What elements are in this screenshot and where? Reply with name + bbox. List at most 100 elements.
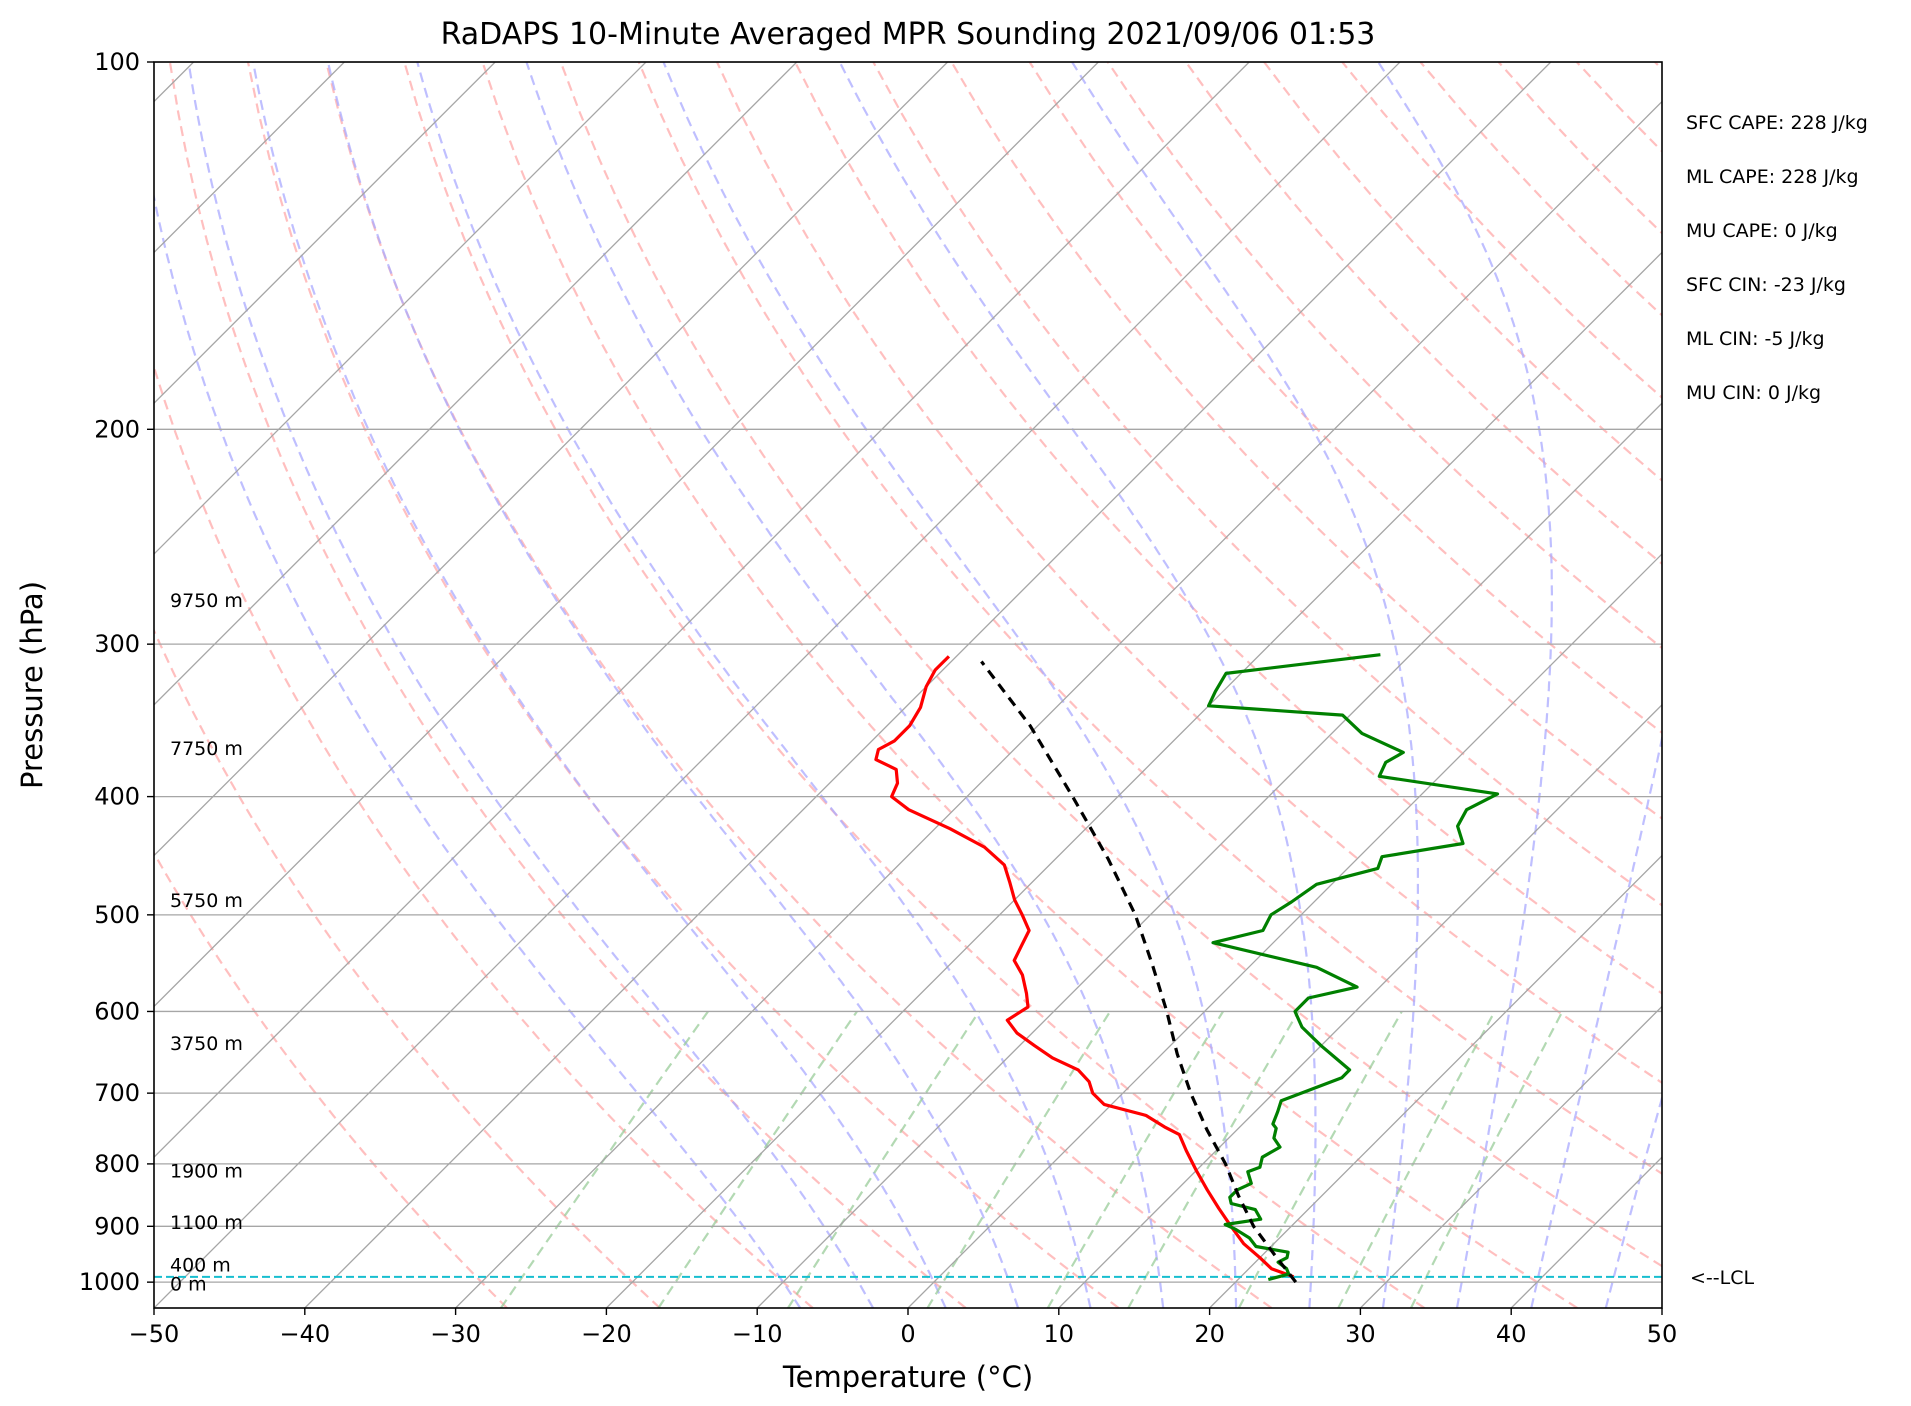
x-tick-label: 10	[1044, 1320, 1075, 1348]
dry-adiabat	[481, 62, 1578, 1308]
dry-adiabat	[154, 850, 508, 1308]
isotherm	[907, 553, 1662, 1308]
x-tick-label: 20	[1194, 1320, 1225, 1348]
height-label: 7750 m	[170, 738, 243, 760]
moist-adiabat	[154, 192, 802, 1308]
height-label: 1100 m	[170, 1212, 243, 1234]
isotherm	[154, 62, 496, 405]
isotherm	[1661, 1307, 1662, 1308]
height-label: 3750 m	[170, 1033, 243, 1055]
stat-label: MU CIN: 0 J/kg	[1686, 382, 1821, 404]
isotherm	[154, 62, 1250, 1159]
dry-adiabat	[154, 363, 814, 1308]
height-label: 5750 m	[170, 890, 243, 912]
isotherm	[154, 62, 1401, 1308]
stat-label: SFC CIN: -23 J/kg	[1686, 274, 1846, 296]
mixing-ratio-line	[1237, 1010, 1403, 1308]
dry-adiabat	[154, 627, 661, 1308]
mixing-ratio-line	[657, 1010, 858, 1308]
dry-adiabat	[950, 62, 1662, 820]
dry-adiabat	[637, 62, 1662, 1175]
height-label: 9750 m	[170, 590, 243, 612]
y-tick-label: 200	[94, 415, 140, 443]
height-label: 1900 m	[170, 1160, 243, 1182]
isotherm	[154, 62, 345, 254]
mixing-ratio-line	[926, 1010, 1112, 1308]
dry-adiabat	[1497, 62, 1662, 235]
isotherm	[154, 62, 798, 706]
parcel-line	[980, 660, 1298, 1284]
x-tick-label: 40	[1496, 1320, 1527, 1348]
dry-adiabat	[1733, 62, 1911, 1308]
moist-adiabat	[1604, 1093, 1662, 1308]
x-tick-label: 30	[1345, 1320, 1376, 1348]
y-tick-label: 100	[94, 48, 140, 76]
isotherm	[1058, 703, 1662, 1308]
dry-adiabat	[794, 62, 1662, 995]
dry-adiabat	[559, 62, 1662, 1268]
mixing-ratio-line	[1127, 1010, 1300, 1308]
isotherm	[154, 62, 1099, 1008]
stat-label: MU CAPE: 0 J/kg	[1686, 220, 1838, 242]
moist-adiabat	[1377, 62, 1553, 1308]
y-tick-label: 1000	[79, 1268, 140, 1296]
isotherm	[154, 62, 949, 857]
moist-adiabat	[1071, 62, 1419, 1308]
stat-label: ML CAPE: 228 J/kg	[1686, 166, 1859, 188]
dry-adiabat	[1341, 62, 1662, 400]
y-tick-label: 900	[94, 1212, 140, 1240]
y-tick-label: 600	[94, 997, 140, 1025]
dry-adiabat	[325, 62, 1273, 1308]
x-tick-label: −40	[279, 1320, 330, 1348]
stat-label: SFC CAPE: 228 J/kg	[1686, 112, 1868, 134]
height-label: 0 m	[170, 1274, 207, 1296]
moist-adiabat	[1530, 733, 1662, 1308]
moist-adiabat	[525, 62, 1165, 1308]
stat-label: ML CIN: -5 J/kg	[1686, 328, 1825, 350]
dry-adiabat	[1106, 62, 1662, 650]
x-axis-label: Temperature (°C)	[782, 1360, 1033, 1394]
mixing-ratio-line	[787, 1010, 980, 1308]
x-tick-label: −30	[430, 1320, 481, 1348]
mixing-ratio-line	[1337, 1010, 1496, 1308]
x-tick-label: −20	[581, 1320, 632, 1348]
temperature-line	[874, 655, 1295, 1279]
y-tick-label: 800	[94, 1150, 140, 1178]
x-tick-label: 0	[900, 1320, 915, 1348]
isotherm	[756, 402, 1662, 1308]
dry-adiabat	[1263, 62, 1662, 482]
y-tick-label: 500	[94, 901, 140, 929]
dry-adiabat	[168, 62, 967, 1308]
moist-adiabat	[416, 62, 1092, 1308]
moist-adiabat	[326, 62, 1020, 1308]
dry-adiabat	[716, 62, 1662, 1085]
isotherm	[455, 100, 1662, 1308]
y-tick-label: 300	[94, 630, 140, 658]
isotherm	[1510, 1156, 1662, 1308]
y-tick-label: 400	[94, 783, 140, 811]
x-tick-label: 50	[1647, 1320, 1678, 1348]
mixing-ratio-line	[1410, 1010, 1564, 1308]
moist-adiabat	[662, 62, 1238, 1308]
chart-title: RaDAPS 10-Minute Averaged MPR Sounding 2…	[441, 17, 1376, 52]
dry-adiabat	[1419, 62, 1662, 317]
dewpoint-line	[1207, 653, 1500, 1282]
height-label: 400 m	[170, 1254, 231, 1276]
y-axis-label: Pressure (hPa)	[15, 581, 49, 789]
dry-adiabat	[1575, 62, 1662, 153]
isotherm	[1359, 1005, 1662, 1308]
x-tick-label: −50	[129, 1320, 180, 1348]
isotherm	[605, 251, 1662, 1308]
y-tick-label: 700	[94, 1079, 140, 1107]
lcl-label: <--LCL	[1690, 1267, 1754, 1289]
moist-adiabat	[187, 62, 875, 1308]
moist-adiabat	[252, 62, 947, 1308]
dry-adiabat	[246, 62, 1120, 1308]
x-tick-label: −10	[732, 1320, 783, 1348]
dry-adiabat	[403, 62, 1426, 1308]
isotherm	[154, 62, 647, 555]
isotherm	[1209, 854, 1662, 1308]
mixing-ratio-line	[1046, 1010, 1224, 1308]
